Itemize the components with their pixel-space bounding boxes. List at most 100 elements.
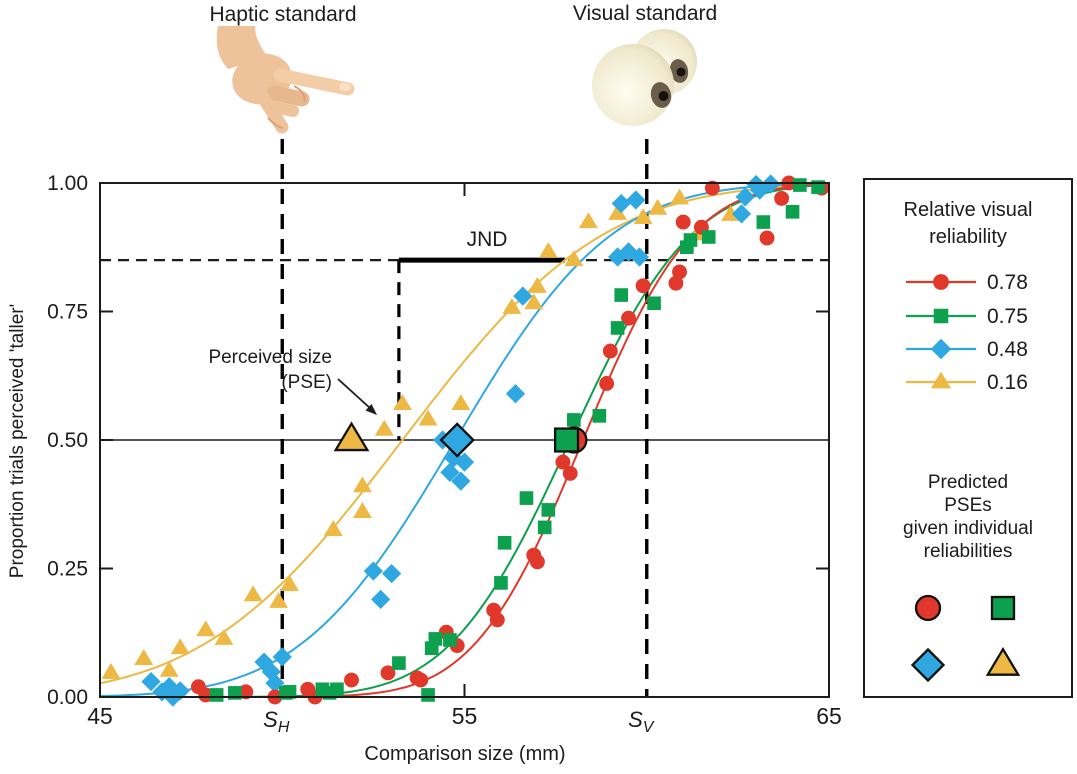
visual-standard-label: Visual standard bbox=[572, 2, 718, 25]
data-point bbox=[330, 682, 344, 697]
data-point bbox=[392, 656, 406, 670]
data-point bbox=[529, 554, 545, 570]
legend-marker-0.16 bbox=[930, 371, 952, 389]
data-point bbox=[567, 413, 581, 427]
data-point bbox=[421, 688, 435, 702]
data-point bbox=[750, 180, 770, 200]
data-point bbox=[592, 409, 607, 423]
data-point bbox=[785, 204, 800, 219]
pse-arrowhead bbox=[365, 404, 377, 415]
data-point bbox=[672, 264, 687, 280]
pse-annotation: Perceived size (PSE) bbox=[140, 345, 332, 395]
data-point bbox=[159, 677, 179, 697]
data-point bbox=[214, 629, 234, 645]
legend-marker-0.75 bbox=[933, 308, 949, 324]
y-axis-title: Proportion trials perceived 'taller' bbox=[7, 303, 28, 579]
legend-marker-0.48 bbox=[930, 338, 952, 360]
data-point bbox=[454, 452, 475, 472]
x-tick-label: 55 bbox=[452, 703, 478, 729]
legend-marker-0.78 bbox=[933, 274, 949, 290]
data-point bbox=[393, 394, 412, 411]
haptic-standard-label: Haptic standard bbox=[209, 3, 357, 26]
data-point bbox=[380, 665, 396, 681]
predicted-legend-marker-0.16 bbox=[985, 646, 1021, 676]
data-point bbox=[352, 476, 372, 493]
data-point bbox=[243, 585, 263, 602]
data-point bbox=[633, 208, 653, 224]
data-point bbox=[599, 376, 615, 391]
data-point bbox=[344, 672, 359, 688]
data-point bbox=[524, 293, 544, 310]
predicted-pse-marker-0.75 bbox=[553, 427, 580, 453]
data-point bbox=[502, 298, 522, 314]
data-point bbox=[418, 409, 438, 426]
data-point bbox=[196, 620, 216, 637]
data-point bbox=[323, 520, 343, 536]
legend-panel: Relative visual reliability 0.78 0.75 0.… bbox=[863, 178, 1073, 698]
data-point bbox=[209, 688, 224, 702]
data-point bbox=[159, 660, 179, 677]
y-tick-label: 0.00 bbox=[47, 686, 88, 709]
data-point bbox=[238, 684, 254, 700]
data-point bbox=[451, 471, 471, 491]
x-tick-label: 45 bbox=[87, 703, 113, 729]
data-point bbox=[381, 564, 402, 584]
front-eyeball bbox=[592, 44, 674, 126]
data-point bbox=[272, 647, 292, 667]
legend-value-0.48: 0.48 bbox=[987, 338, 1028, 361]
data-point bbox=[626, 190, 646, 210]
data-point bbox=[608, 204, 628, 220]
data-point bbox=[527, 277, 547, 293]
x-tick-label: 65 bbox=[816, 703, 842, 729]
data-point bbox=[564, 250, 584, 267]
data-point bbox=[371, 589, 391, 609]
legend-value-0.75: 0.75 bbox=[987, 305, 1028, 328]
predicted-legend-marker-0.75 bbox=[990, 595, 1016, 621]
data-point bbox=[701, 230, 716, 244]
data-point bbox=[519, 491, 534, 505]
y-tick-label: 0.75 bbox=[47, 301, 88, 324]
data-point bbox=[352, 502, 372, 518]
data-point bbox=[413, 672, 429, 688]
data-point bbox=[602, 343, 618, 359]
data-point bbox=[793, 178, 807, 192]
legend-value-0.78: 0.78 bbox=[987, 271, 1028, 294]
y-tick-label: 1.00 bbox=[47, 172, 88, 195]
curve-0.48 bbox=[99, 182, 828, 698]
haptic-standard-tick-label: SH bbox=[263, 707, 290, 736]
data-point bbox=[675, 214, 691, 230]
data-point bbox=[648, 198, 668, 215]
data-point bbox=[562, 465, 578, 481]
data-point bbox=[614, 288, 629, 302]
data-point bbox=[735, 187, 755, 207]
data-point bbox=[280, 575, 299, 591]
predicted-legend-marker-0.48 bbox=[910, 647, 946, 683]
eyes-illustration bbox=[592, 29, 697, 126]
data-point bbox=[759, 230, 775, 246]
data-point bbox=[538, 242, 558, 258]
data-point bbox=[513, 286, 533, 306]
data-point bbox=[505, 384, 526, 404]
predicted-pse-marker-0.16 bbox=[333, 421, 370, 452]
data-point bbox=[428, 632, 443, 646]
data-point bbox=[134, 649, 154, 665]
data-point bbox=[497, 535, 512, 550]
pse-annotation-line2: (PSE) bbox=[281, 372, 332, 393]
data-point bbox=[731, 204, 752, 224]
data-point bbox=[541, 503, 556, 517]
data-point bbox=[761, 174, 781, 194]
data-point bbox=[611, 193, 631, 214]
predicted-pse-title: Predicted PSEs given individual reliabil… bbox=[903, 472, 1033, 562]
data-point bbox=[635, 278, 651, 294]
data-point bbox=[282, 685, 297, 699]
data-points-0.78 bbox=[190, 175, 830, 705]
predicted-pse-marker-0.48 bbox=[439, 422, 475, 458]
data-point bbox=[374, 419, 394, 436]
y-tick-label: 0.25 bbox=[47, 558, 88, 581]
data-point bbox=[198, 687, 214, 703]
x-axis-title: Comparison size (mm) bbox=[364, 743, 566, 765]
data-point bbox=[101, 663, 121, 679]
data-point bbox=[610, 321, 625, 335]
data-point bbox=[265, 673, 285, 693]
